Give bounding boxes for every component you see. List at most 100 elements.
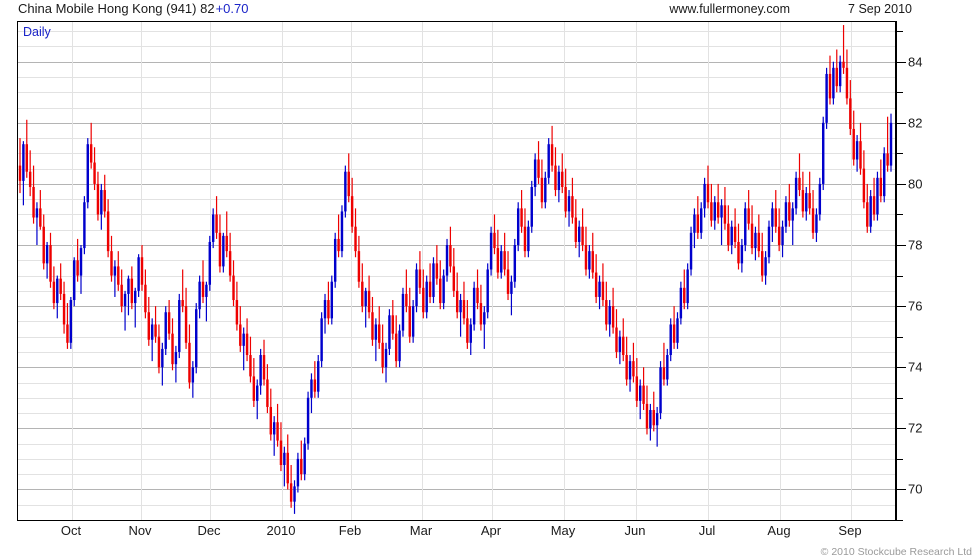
candlestick-bar [442,269,445,310]
candle-body [669,324,672,356]
candle-body [428,281,432,297]
candle-body [79,248,83,276]
y-axis-label: 74 [908,359,923,375]
candle-body [120,284,123,307]
candle-body [283,452,286,466]
candlestick-bar [110,235,113,282]
candlestick-bar [686,263,689,310]
candle-body [144,284,147,313]
candle-body [449,245,452,267]
candlestick-bar [798,153,801,197]
candle-body [354,226,357,252]
candlestick-bar [527,220,530,258]
candle-body [784,202,788,227]
candlestick-bar [411,300,415,343]
candle-body [632,361,635,377]
candle-body [415,269,418,307]
price-change: +0.70 [215,1,249,16]
candlestick-bar [300,440,303,481]
candlestick-bar [113,260,117,297]
candlestick-bar [781,220,784,258]
candle-body [56,278,59,304]
candlestick-bar [733,208,737,249]
candlestick-bar [510,275,513,316]
candle-body [638,385,642,401]
candle-body [330,281,334,319]
candlestick-bar [506,251,510,301]
candlestick-bar [123,290,127,331]
candlestick-bar [662,342,666,386]
candle-body [655,413,659,426]
candle-body [445,245,449,276]
candlestick-bar [866,183,869,233]
candlestick-bar [276,403,279,447]
candle-body [693,214,696,233]
candle-body [296,458,300,487]
candle-body [317,361,320,392]
candle-body [740,245,744,264]
y-axis-tick-major [897,428,906,430]
candle-body [754,232,757,249]
candlestick-bar [208,235,212,291]
candle-body [405,293,408,307]
candle-body [821,122,825,184]
candlestick-bar [818,177,822,221]
candlestick-bar [79,245,83,294]
candlestick-bar [628,355,632,392]
candle-body [45,245,49,264]
plot-area[interactable]: Daily [17,21,896,521]
candlestick-bar [825,67,828,129]
candlestick-bar [608,300,611,337]
candle-body [598,281,601,297]
candlestick-bar [408,287,411,343]
candlestick-bar [754,226,757,261]
candlestick-bar [218,214,222,273]
instrument-title: China Mobile Hong Kong (941) 82 [18,1,215,16]
candlestick-bar [794,171,798,215]
candle-body [554,165,557,191]
candlestick-bar [815,208,818,242]
candlestick-bar [533,153,537,197]
candle-body [303,443,306,475]
candle-body [378,324,381,343]
candlestick-bar [191,361,195,398]
candlestick-bar [350,177,354,233]
candlestick-bar [293,480,296,514]
candlestick-bar [544,171,547,209]
candle-body [493,232,496,249]
candle-body [581,226,584,246]
candlestick-bar [134,287,137,328]
candle-body [59,278,62,294]
candlestick-bar [222,232,225,273]
candlestick-bar [649,403,652,441]
candle-body [798,177,801,191]
candle-body [171,333,174,365]
candlestick-bar [547,138,550,184]
candle-body [218,232,222,267]
candlestick-bar [428,263,432,304]
candle-body [178,300,181,352]
candle-body [228,251,232,276]
candle-body [544,177,547,203]
candlestick-bar [249,336,252,383]
candle-body [340,211,344,252]
candlestick-bar [96,171,100,221]
candle-body [313,379,317,392]
candlestick-bar [666,348,669,386]
candlestick-bar [869,190,872,233]
candle-body [506,269,510,294]
candlestick-bar [774,190,777,233]
candle-body [184,306,188,343]
candle-body [215,214,218,233]
candle-body [625,355,628,380]
candle-body [472,287,476,325]
candle-body [696,214,700,233]
candle-body [659,367,662,414]
candle-body [442,275,445,304]
candlestick-bar [56,275,59,319]
candlestick-bar [357,235,361,288]
candle-body [828,73,832,99]
candle-body [713,202,716,221]
candle-body [201,281,205,297]
candle-body [510,281,513,294]
